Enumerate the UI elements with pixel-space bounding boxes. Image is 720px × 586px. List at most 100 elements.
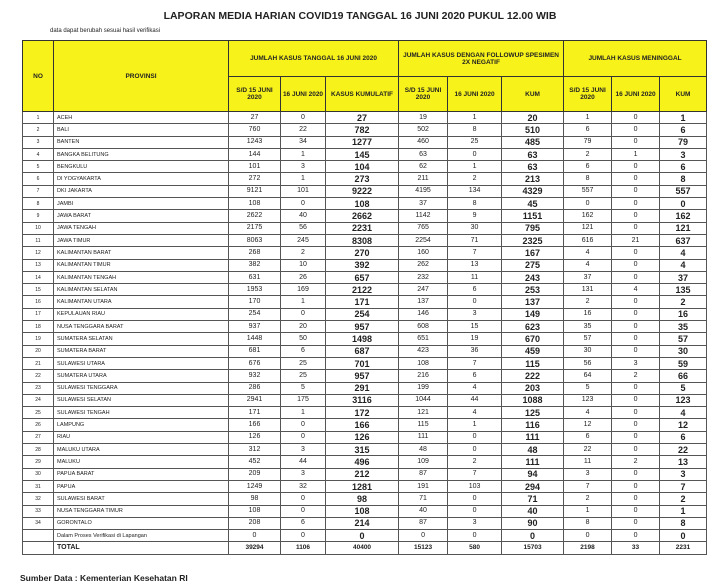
- table-row: 1 ACEH 27 0 27 19 1 20 1 0 1: [22, 110, 708, 125]
- value-cell: 623: [501, 320, 565, 334]
- value-cell: 3116: [324, 393, 400, 408]
- province-name: KALIMANTAN SELATAN: [53, 283, 229, 297]
- value-cell: 1249: [228, 479, 281, 494]
- value-cell: 121: [659, 221, 708, 235]
- value-cell: 254: [228, 307, 281, 322]
- value-cell: 12: [563, 418, 613, 432]
- value-cell: 0: [501, 529, 565, 543]
- value-cell: 40: [501, 504, 565, 518]
- value-cell: 9121: [228, 184, 281, 199]
- table-row: 21 SULAWESI UTARA 676 25 701 108 7 115 56 3 59: [22, 356, 708, 371]
- value-cell: 8308: [324, 233, 400, 248]
- value-cell: 45: [501, 197, 565, 211]
- value-cell: 0: [611, 418, 661, 432]
- table-row: 23 SULAWESI TENGGARA 286 5 291 199 4 203 5 0 5: [22, 381, 708, 395]
- header-provinsi: PROVINSI: [53, 40, 229, 112]
- province-name: JAWA BARAT: [53, 209, 229, 223]
- value-cell: 4: [563, 406, 613, 420]
- value-cell: 1448: [228, 332, 281, 346]
- row-number: 19: [22, 332, 54, 346]
- table-row: 20 SUMATERA BARAT 681 6 687 423 36 459 30 0 30: [22, 344, 708, 358]
- value-cell: 48: [501, 443, 565, 457]
- value-cell: 0: [611, 123, 661, 137]
- value-cell: 175: [280, 393, 326, 408]
- value-cell: 0: [611, 443, 661, 457]
- value-cell: 32: [280, 479, 326, 494]
- value-cell: 0: [611, 320, 661, 334]
- value-cell: 63: [501, 160, 565, 174]
- header-followup: JUMLAH KASUS DENGAN FOLLOWUP SPESIMEN 2X…: [398, 40, 565, 77]
- value-cell: 4: [659, 406, 708, 420]
- value-cell: 62: [398, 160, 449, 174]
- value-cell: 8: [447, 197, 503, 211]
- value-cell: 30: [563, 344, 613, 358]
- value-cell: 294: [501, 479, 565, 494]
- value-cell: 98: [324, 492, 400, 506]
- row-number: 23: [22, 381, 54, 395]
- province-name: LAMPUNG: [53, 418, 229, 432]
- row-number: 30: [22, 467, 54, 481]
- value-cell: 162: [659, 209, 708, 223]
- value-cell: 44: [280, 455, 326, 469]
- row-number: 21: [22, 356, 54, 371]
- province-name: SUMATERA UTARA: [53, 369, 229, 383]
- value-cell: 160: [398, 246, 449, 260]
- value-cell: 510: [501, 123, 565, 137]
- value-cell: 795: [501, 221, 565, 235]
- value-cell: 115: [501, 356, 565, 371]
- province-name: BENGKULU: [53, 160, 229, 174]
- value-cell: 485: [501, 135, 565, 149]
- value-cell: 131: [563, 283, 613, 297]
- value-cell: 0: [280, 418, 326, 432]
- value-cell: 166: [324, 418, 400, 432]
- value-cell: 135: [659, 283, 708, 297]
- value-cell: 103: [447, 479, 503, 494]
- table-row: 17 KEPULAUAN RIAU 254 0 254 146 3 149 16 0 16: [22, 307, 708, 322]
- value-cell: 0: [611, 270, 661, 285]
- value-cell: 2: [659, 295, 708, 309]
- row-number: 9: [22, 209, 54, 223]
- value-cell: 3: [659, 467, 708, 481]
- value-cell: 8: [447, 123, 503, 137]
- value-cell: 48: [398, 443, 449, 457]
- value-cell: 0: [611, 504, 661, 518]
- row-number: 29: [22, 455, 54, 469]
- table-row: 2 BALI 760 22 782 502 8 510 6 0 6: [22, 123, 708, 137]
- header-jumlah-kasus: JUMLAH KASUS TANGGAL 16 JUNI 2020: [227, 40, 400, 77]
- value-cell: 272: [228, 172, 281, 186]
- value-cell: 1: [280, 406, 326, 420]
- value-cell: 1: [563, 110, 613, 125]
- value-cell: 126: [228, 430, 281, 445]
- province-name: MALUKU UTARA: [53, 443, 229, 457]
- value-cell: 0: [611, 246, 661, 260]
- row-number: 16: [22, 295, 54, 309]
- value-cell: 15: [447, 320, 503, 334]
- report-title: LAPORAN MEDIA HARIAN COVID19 TANGGAL 16 …: [163, 10, 557, 22]
- value-cell: 1: [447, 110, 503, 125]
- value-cell: 0: [611, 160, 661, 174]
- subheader-cell: KUM: [501, 76, 565, 112]
- table-row: 34 GORONTALO 208 6 214 87 3 90 8 0 8: [22, 516, 708, 531]
- value-cell: 6: [659, 430, 708, 445]
- value-cell: 108: [324, 197, 400, 211]
- value-cell: 4195: [398, 184, 449, 199]
- value-cell: 670: [501, 332, 565, 346]
- value-cell: 616: [563, 233, 613, 248]
- value-cell: 2175: [228, 221, 281, 235]
- row-number: 26: [22, 418, 54, 432]
- value-cell: 0: [611, 209, 661, 223]
- value-cell: 7: [659, 479, 708, 494]
- value-cell: 1142: [398, 209, 449, 223]
- value-cell: 27: [324, 110, 400, 125]
- value-cell: 56: [280, 221, 326, 235]
- value-cell: 4329: [501, 184, 565, 199]
- value-cell: 171: [324, 295, 400, 309]
- value-cell: 111: [398, 430, 449, 445]
- province-name: SULAWESI TENGGARA: [53, 381, 229, 395]
- table-row: 30 PAPUA BARAT 209 3 212 87 7 94 3 0 3: [22, 467, 708, 481]
- value-cell: 3: [280, 443, 326, 457]
- value-cell: 0: [611, 406, 661, 420]
- value-cell: 6: [447, 283, 503, 297]
- value-cell: 0: [563, 529, 613, 543]
- value-cell: 104: [324, 160, 400, 174]
